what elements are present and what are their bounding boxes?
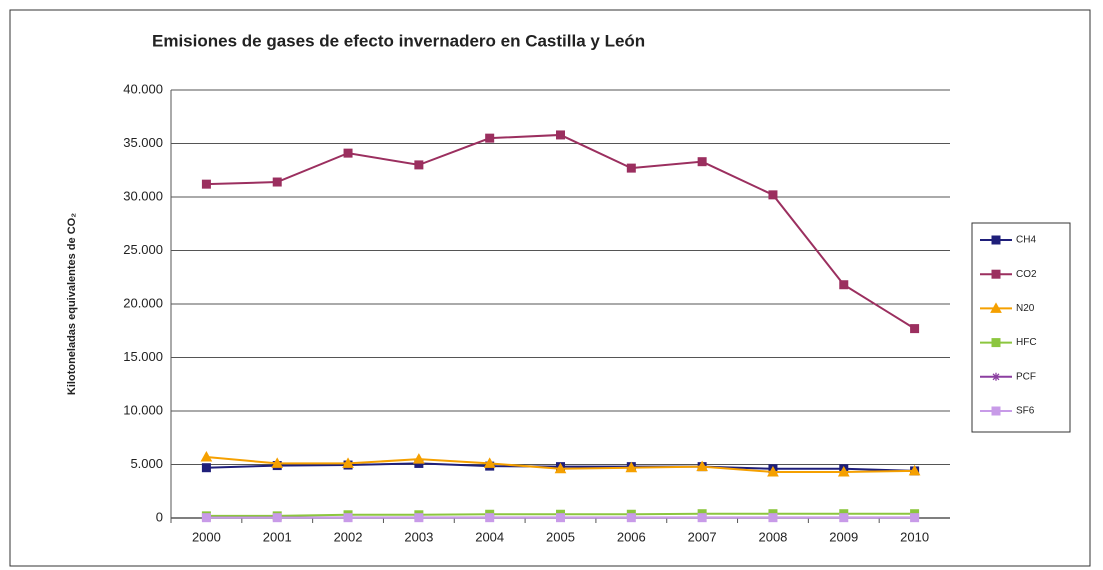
x-tick-label: 2007 (688, 529, 717, 544)
marker (768, 190, 778, 200)
marker (991, 338, 1001, 348)
marker (485, 133, 495, 143)
marker (272, 177, 282, 187)
x-tick-label: 2006 (617, 529, 646, 544)
legend-label: HFC (1016, 337, 1037, 348)
marker (991, 235, 1001, 245)
marker (839, 513, 849, 523)
marker (271, 457, 284, 468)
marker (201, 463, 211, 473)
marker (839, 280, 849, 290)
marker (414, 513, 424, 523)
marker (837, 465, 850, 477)
marker (991, 406, 1001, 416)
marker (990, 302, 1002, 313)
marker (554, 462, 567, 474)
marker (625, 461, 638, 473)
x-tick-label: 2004 (475, 529, 504, 544)
marker (201, 179, 211, 189)
x-tick-label: 2003 (404, 529, 433, 544)
y-tick-label: 5.000 (130, 456, 163, 471)
frame (9, 9, 1091, 567)
marker (910, 324, 920, 334)
x-tick-label: 2001 (263, 529, 292, 544)
marker (343, 513, 353, 523)
y-tick-label: 20.000 (123, 295, 163, 310)
marker (556, 130, 565, 140)
chart-title: Emisiones de gases de efecto invernadero… (152, 31, 645, 50)
marker (696, 460, 708, 472)
marker (626, 513, 636, 523)
y-tick-label: 25.000 (123, 242, 163, 257)
y-axis-label: Kilotoneladas equivalentes de CO₂ (66, 213, 78, 395)
y-tick-label: 40.000 (123, 81, 163, 96)
x-tick-label: 2002 (334, 529, 363, 544)
series-line (206, 133, 916, 330)
legend (971, 222, 1071, 433)
marker (200, 450, 213, 462)
marker (768, 513, 778, 523)
marker (272, 513, 282, 523)
legend-label: PCF (1016, 371, 1036, 382)
marker (697, 513, 707, 523)
marker (556, 513, 565, 523)
y-tick-label: 15.000 (123, 349, 163, 364)
x-tick-label: 2000 (192, 529, 221, 544)
y-tick-label: 0 (156, 509, 163, 524)
marker (991, 269, 1001, 279)
marker (483, 457, 496, 468)
y-tick-label: 35.000 (123, 135, 163, 150)
marker (201, 513, 211, 523)
marker (908, 464, 921, 476)
legend-label: CO2 (1016, 269, 1037, 280)
marker (992, 372, 1000, 381)
marker (414, 160, 424, 170)
marker (342, 457, 354, 468)
x-tick-label: 2009 (829, 529, 858, 544)
legend-label: SF6 (1016, 406, 1035, 417)
x-tick-label: 2005 (546, 529, 575, 544)
x-tick-label: 2008 (758, 529, 787, 544)
legend-label: CH4 (1016, 235, 1036, 246)
y-tick-label: 10.000 (123, 402, 163, 417)
x-tick-label: 2010 (900, 529, 929, 544)
marker (767, 465, 779, 477)
marker (413, 453, 425, 464)
marker (626, 163, 636, 173)
marker (485, 513, 495, 523)
marker (697, 157, 707, 167)
marker (910, 513, 920, 523)
legend-label: N20 (1016, 303, 1035, 314)
y-tick-label: 30.000 (123, 188, 163, 203)
marker (343, 148, 353, 158)
